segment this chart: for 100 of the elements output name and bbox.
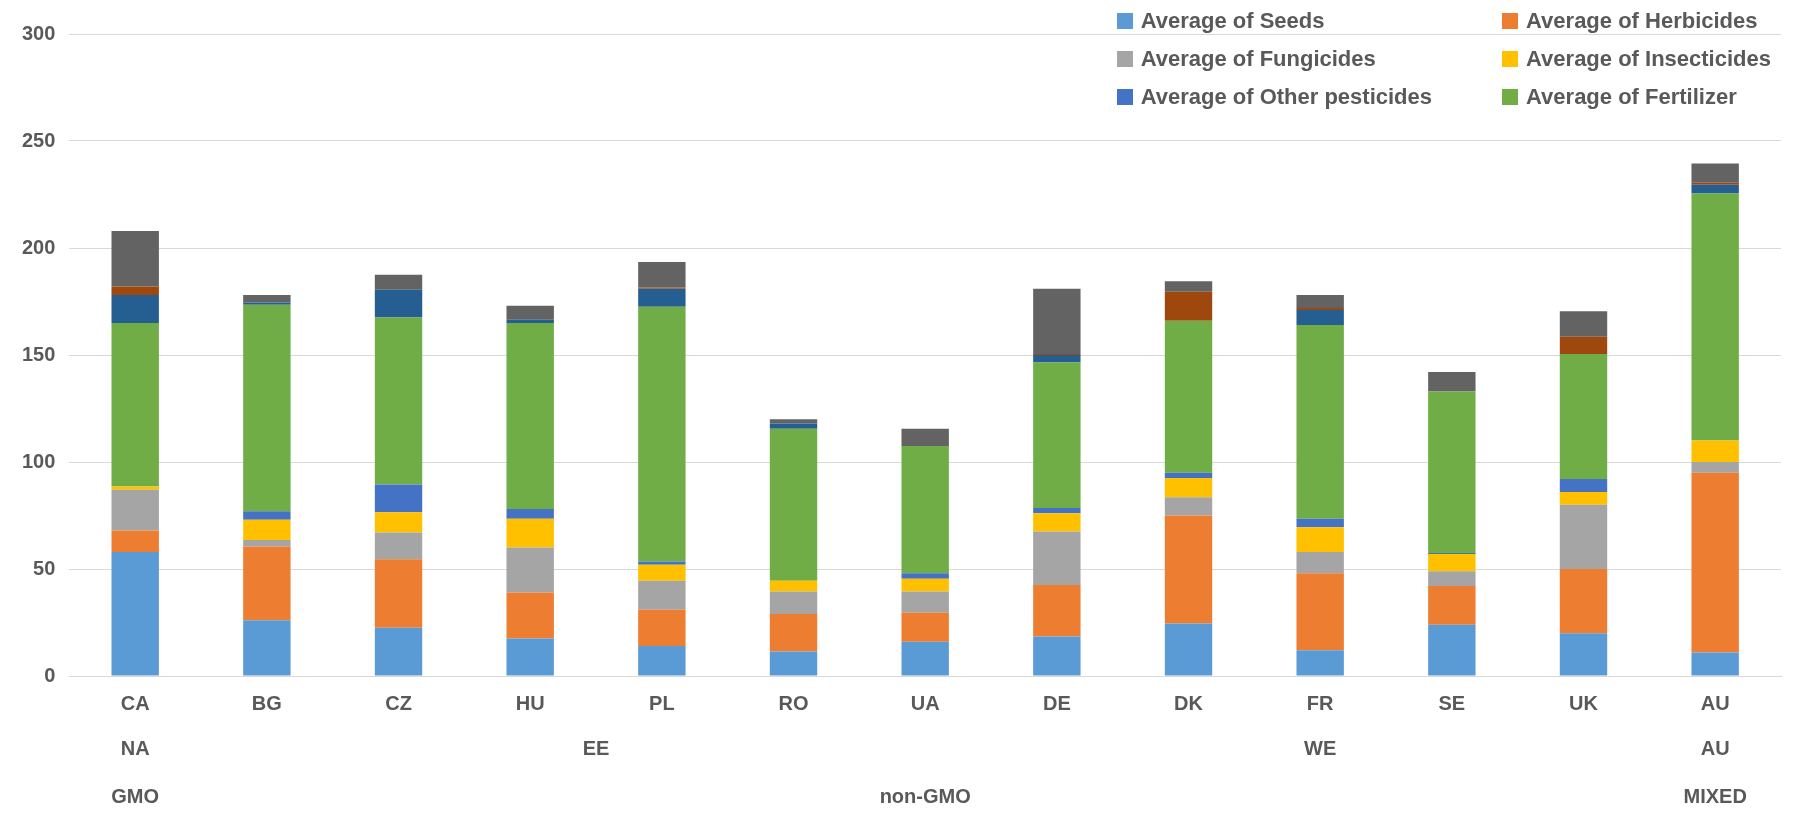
text: NA — [120, 736, 150, 760]
bar — [243, 295, 291, 303]
bar — [638, 261, 686, 288]
bar — [374, 512, 423, 533]
bar — [111, 322, 159, 487]
y-tick-label: 200 — [21, 235, 56, 258]
bar — [1691, 472, 1739, 653]
bar — [374, 484, 423, 513]
bar — [1033, 585, 1081, 637]
x-tick-label: BG — [251, 691, 282, 714]
bar — [1296, 295, 1344, 308]
bar — [1164, 320, 1213, 473]
bar — [506, 638, 554, 676]
bar — [506, 322, 554, 510]
bar — [638, 306, 686, 562]
x-tick-label: CA — [120, 691, 150, 714]
legend-label: Average of Fertilizer — [1526, 84, 1737, 110]
bar — [1691, 193, 1739, 441]
bar — [1559, 336, 1608, 354]
bar — [769, 591, 818, 614]
x-tick-label: HU — [515, 691, 545, 714]
y-tick-label: 50 — [33, 556, 56, 579]
y-tick-label: 300 — [21, 21, 56, 44]
x-tick-label: PL — [649, 691, 675, 714]
y-tick-label: 250 — [21, 128, 56, 151]
bar — [243, 519, 291, 541]
y-tick-label: 0 — [44, 663, 56, 686]
bar — [1428, 571, 1476, 587]
bar — [243, 304, 291, 512]
bar — [1164, 291, 1213, 321]
bar — [1296, 650, 1344, 676]
bar — [901, 573, 949, 579]
legend-label: Average of Seeds — [1140, 8, 1325, 34]
x-tick-label: DK — [1174, 691, 1204, 714]
bar — [1164, 281, 1213, 292]
bar — [1033, 636, 1081, 676]
bar — [111, 295, 159, 323]
bar — [111, 230, 159, 287]
bar — [1296, 310, 1344, 326]
bar — [638, 561, 686, 565]
x-tick-label: RO — [778, 691, 809, 714]
x-tick-label: DE — [1042, 691, 1071, 714]
bar — [769, 613, 818, 652]
bar — [1691, 182, 1739, 185]
bar — [111, 286, 159, 296]
bar — [1691, 652, 1739, 676]
bar — [243, 620, 291, 676]
bar — [1428, 372, 1476, 392]
x-tick-label: UK — [1569, 691, 1599, 714]
bar — [1033, 362, 1081, 509]
bar — [374, 627, 423, 676]
bar — [374, 317, 423, 485]
text: WE — [1304, 736, 1337, 760]
bar — [1296, 551, 1344, 574]
text: MIXED — [1683, 784, 1747, 808]
bar — [1164, 478, 1213, 498]
bar — [1296, 527, 1344, 552]
bar — [1033, 355, 1081, 363]
text: non-GMO — [879, 784, 971, 808]
bar — [506, 592, 554, 639]
bar — [243, 511, 291, 520]
bar — [1428, 624, 1476, 676]
x-tick-label: UA — [910, 691, 940, 714]
text: EE — [582, 736, 610, 760]
x-tick-label: CZ — [385, 691, 412, 714]
bar — [1164, 623, 1213, 676]
bar — [1559, 353, 1608, 480]
bar — [1164, 497, 1213, 516]
legend-label: Average of Insecticides — [1526, 46, 1771, 72]
x-tick-label: FR — [1306, 691, 1335, 714]
bar — [506, 319, 554, 323]
x-tick-label: AU — [1700, 691, 1730, 714]
bar — [901, 591, 949, 613]
bar — [638, 564, 686, 581]
bar — [1691, 462, 1739, 473]
bar — [1033, 513, 1081, 532]
bar — [1296, 573, 1344, 651]
bar — [1691, 440, 1739, 462]
bar — [901, 612, 949, 642]
bar — [111, 530, 159, 552]
bar — [1428, 586, 1476, 625]
bar — [769, 428, 818, 581]
bar — [1559, 504, 1608, 569]
bar — [1559, 479, 1608, 492]
x-tick-label: SE — [1438, 691, 1466, 714]
bar — [506, 518, 554, 548]
bar — [638, 609, 686, 647]
bar — [638, 580, 686, 610]
bar — [1559, 491, 1608, 505]
bar — [769, 423, 818, 429]
bar — [1691, 163, 1739, 183]
bar — [374, 274, 423, 290]
bar — [901, 641, 949, 676]
bar — [1559, 311, 1608, 337]
text: GMO — [111, 784, 160, 808]
bar — [638, 288, 686, 307]
bar — [111, 551, 159, 676]
bar — [374, 532, 423, 560]
bar — [111, 489, 159, 531]
bar — [374, 289, 423, 318]
